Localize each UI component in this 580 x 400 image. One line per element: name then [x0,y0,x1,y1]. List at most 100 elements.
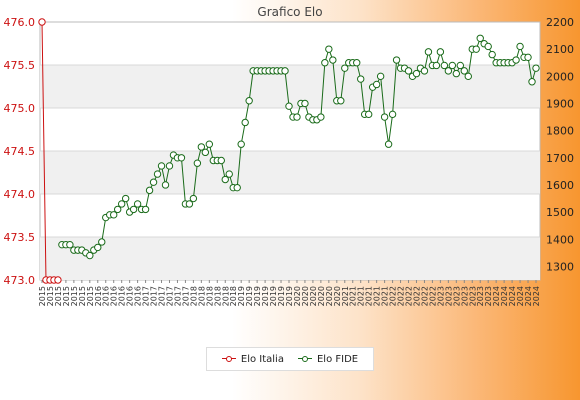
x-tick-label: 2021 [365,286,374,306]
x-tick-label: 2023 [444,286,453,306]
x-tick-label: 2022 [428,286,437,306]
data-point-elo-fide [193,159,202,167]
data-point-elo-fide [205,140,214,148]
left-tick-label: 474.0 [4,188,36,201]
x-tick-label: 2022 [420,286,429,306]
data-point-elo-fide [432,61,441,70]
x-tick-label: 2018 [197,286,206,306]
right-tick-label: 1600 [546,179,574,192]
data-point-elo-fide [161,181,170,189]
x-tick-label: 2017 [150,286,159,306]
x-tick-label: 2016 [118,286,127,306]
data-point-elo-fide [516,42,524,51]
x-tick-label: 2015 [54,286,63,306]
x-tick-label: 2015 [46,286,55,306]
x-tick-label: 2023 [476,286,485,306]
x-tick-label: 2015 [86,286,95,306]
right-tick-label: 1900 [546,97,574,110]
x-tick-label: 2021 [357,286,366,306]
data-point-elo-fide [325,45,333,53]
data-point-elo-fide [532,64,540,72]
data-point-elo-fide [476,34,484,42]
data-point-elo-fide [293,113,301,121]
left-axis-ticks: 476.0 475.5 475.0 474.5 474.0 473.5 473.0 [4,16,36,287]
data-point-elo-fide [380,113,389,121]
x-tick-label: 2019 [285,286,294,306]
x-tick-label: 2023 [452,286,461,306]
left-tick-label: 473.5 [4,231,36,244]
data-point-elo-fide [149,178,158,186]
data-point-elo-fide [241,118,249,127]
data-point-elo-fide [221,175,229,184]
data-point-elo-fide [524,53,532,62]
x-tick-label: 2019 [269,286,278,306]
data-point-elo-fide [110,211,118,219]
x-tick-label: 2016 [110,286,119,306]
data-point-elo-fide [424,48,433,56]
x-tick-label: 2016 [94,286,103,306]
data-point-elo-fide [341,64,349,72]
data-point-elo-fide [317,113,325,121]
data-point-elo-italia [54,276,62,284]
x-tick-label: 2022 [389,286,398,306]
data-point-elo-fide [353,59,361,67]
x-tick-label: 2018 [229,286,238,306]
right-tick-label: 2100 [546,43,574,56]
x-tick-label: 2021 [341,286,350,306]
legend-label-elo-fide: Elo FIDE [316,353,359,365]
x-tick-label: 2021 [381,286,390,306]
x-tick-label: 2017 [181,286,190,306]
x-tick-label: 2020 [293,286,302,306]
data-point-elo-fide [321,59,329,67]
x-tick-label: 2018 [221,286,230,306]
data-point-elo-fide [420,67,429,75]
data-point-elo-fide [141,205,150,214]
legend-item-elo-fide[interactable]: Elo FIDE [297,353,359,365]
right-tick-label: 1400 [546,233,574,246]
right-tick-label: 1700 [546,152,574,165]
data-point-elo-fide [225,170,233,178]
data-point-elo-fide [384,140,393,148]
legend-swatch-elo-italia [221,354,236,364]
x-tick-label: 2022 [397,286,406,306]
x-tick-label: 2020 [317,286,326,306]
data-point-elo-fide [233,183,241,192]
x-tick-label: 2018 [213,286,222,306]
data-point-elo-fide [113,205,122,214]
data-point-elo-fide [245,97,253,105]
data-point-elo-fide [329,56,337,64]
data-point-elo-fide [121,194,130,203]
legend-label-elo-italia: Elo Italia [240,353,284,365]
data-point-elo-fide [337,97,345,105]
data-point-elo-fide [456,61,465,70]
data-point-elo-fide [157,162,166,170]
left-tick-label: 473.0 [4,274,36,287]
x-tick-label: 2024 [532,286,541,306]
x-tick-label: 2024 [500,286,509,306]
plot-background [39,21,541,281]
right-tick-label: 2000 [546,70,574,83]
x-tick-label: 2017 [158,286,167,306]
x-tick-label: 2016 [126,286,135,306]
data-point-elo-fide [185,200,194,208]
x-tick-label: 2018 [205,286,214,306]
data-point-elo-fide [285,102,293,110]
plot-band [40,237,540,280]
x-tick-label: 2015 [62,286,71,306]
data-point-elo-fide [436,48,445,56]
data-point-elo-fide [133,200,142,208]
data-point-elo-fide [448,61,457,70]
data-point-elo-fide [94,243,102,252]
legend-item-elo-italia[interactable]: Elo Italia [221,353,284,365]
data-point-elo-fide [129,205,138,214]
data-point-elo-fide [404,67,413,75]
data-point-elo-fide [376,72,385,81]
x-tick-label: 2020 [309,286,318,306]
data-point-elo-fide [472,45,480,53]
legend-swatch-elo-fide [297,354,312,364]
right-tick-label: 1800 [546,125,574,138]
x-tick-label: 2016 [134,286,143,306]
data-point-elo-fide [440,61,449,70]
x-tick-label: 2017 [173,286,182,306]
